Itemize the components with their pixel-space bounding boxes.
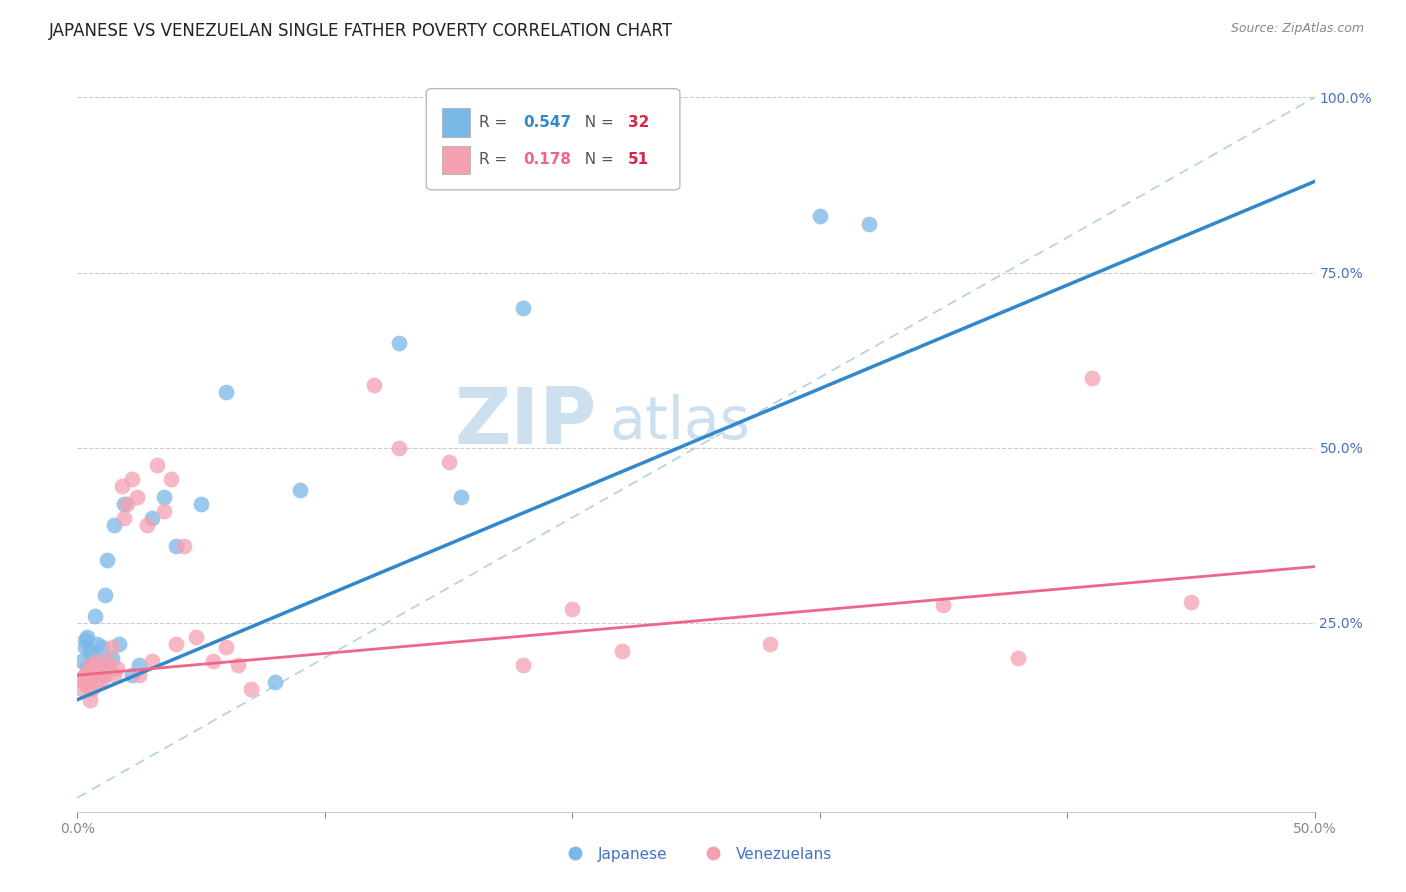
Point (93, 668, 115, 682)
Text: 0.547: 0.547 (523, 115, 571, 130)
Point (86, 675, 108, 690)
Point (202, 654, 225, 668)
Point (264, 675, 287, 690)
Point (165, 637, 187, 651)
Point (437, 454, 460, 468)
Text: N =: N = (575, 115, 619, 130)
Text: 32: 32 (628, 115, 650, 130)
Text: R =: R = (479, 153, 513, 168)
Point (190, 497, 212, 511)
Point (83, 608, 105, 623)
Point (82, 650, 104, 665)
Point (72, 654, 94, 668)
Point (141, 654, 163, 668)
Point (76, 630, 98, 644)
Point (101, 650, 124, 665)
Point (363, 377, 385, 392)
Point (79, 657, 101, 672)
Point (239, 682, 262, 697)
Point (91, 672, 114, 686)
Point (450, 490, 472, 504)
Point (79, 643, 101, 657)
Point (160, 472, 183, 486)
Point (103, 517, 125, 532)
Point (215, 640, 238, 655)
Point (73, 633, 96, 648)
Point (808, 210, 831, 224)
Point (73, 640, 96, 655)
Point (103, 668, 125, 682)
Point (121, 668, 143, 682)
Point (89, 668, 111, 682)
Point (153, 490, 176, 504)
Point (93, 588, 115, 602)
Point (1081, 370, 1104, 384)
Point (512, 657, 534, 672)
Point (610, 643, 633, 657)
Point (128, 657, 150, 672)
Point (1007, 650, 1029, 665)
Bar (443, 108, 470, 136)
Point (388, 335, 411, 350)
Point (512, 301, 534, 315)
Point (86, 637, 108, 651)
Point (72, 682, 94, 697)
Point (91, 640, 114, 655)
Point (82, 682, 104, 697)
Point (79, 668, 101, 682)
Text: JAPANESE VS VENEZUELAN SINGLE FATHER POVERTY CORRELATION CHART: JAPANESE VS VENEZUELAN SINGLE FATHER POV… (49, 22, 673, 40)
Point (858, 217, 880, 231)
Point (73, 675, 96, 690)
Point (76, 661, 98, 675)
Point (145, 458, 167, 472)
Point (83, 668, 105, 682)
Point (184, 630, 207, 644)
Point (101, 640, 124, 655)
Point (76, 679, 98, 693)
Point (288, 483, 311, 497)
Text: R =: R = (479, 115, 513, 130)
Text: ZIP: ZIP (454, 384, 598, 460)
Point (98, 661, 121, 675)
Point (69, 672, 91, 686)
Point (215, 384, 238, 399)
Text: atlas: atlas (609, 393, 751, 450)
Point (76, 665, 98, 679)
Point (121, 472, 143, 486)
Point (111, 479, 134, 493)
Point (79, 692, 101, 706)
Point (135, 517, 157, 532)
Point (91, 661, 114, 675)
Point (96, 654, 118, 668)
Point (89, 654, 111, 668)
Point (125, 490, 148, 504)
Point (83, 661, 105, 675)
Point (759, 637, 782, 651)
Point (128, 668, 150, 682)
Point (226, 657, 249, 672)
Point (173, 539, 195, 553)
Point (141, 510, 163, 524)
Bar (443, 145, 470, 174)
Point (112, 497, 135, 511)
Point (108, 637, 131, 651)
Text: 51: 51 (628, 153, 650, 168)
Point (112, 510, 135, 524)
Point (73, 668, 96, 682)
Point (388, 441, 411, 455)
Point (1180, 594, 1202, 608)
Point (115, 497, 138, 511)
Point (932, 598, 955, 612)
Text: N =: N = (575, 153, 619, 168)
Point (153, 503, 176, 517)
Point (561, 601, 583, 615)
Point (165, 539, 187, 553)
Text: 0.178: 0.178 (523, 153, 571, 168)
Text: Source: ZipAtlas.com: Source: ZipAtlas.com (1230, 22, 1364, 36)
Point (86, 654, 108, 668)
Point (105, 661, 128, 675)
Point (96, 552, 118, 566)
Legend: Japanese, Venezuelans: Japanese, Venezuelans (554, 840, 838, 868)
FancyBboxPatch shape (426, 88, 681, 190)
